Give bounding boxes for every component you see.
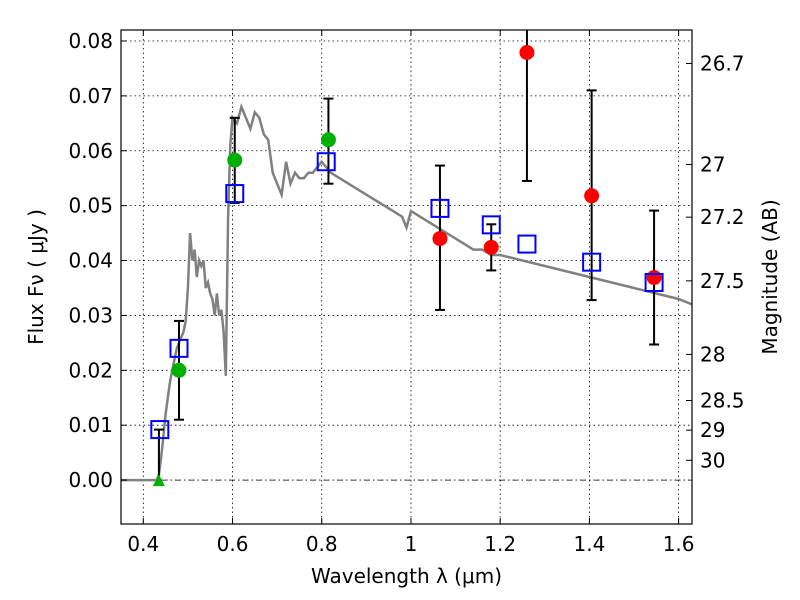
y2-axis-label: Magnitude (AB) [758,199,782,354]
y-tick-label: 0.04 [68,249,113,273]
model-photometry-square [150,420,170,440]
data-point-circle [171,362,187,378]
x-tick-label: 0.8 [306,532,338,556]
data-point-circle [519,45,535,61]
data-markers [150,45,664,487]
mag-tick-label: 29 [700,418,725,442]
mag-tick-label: 27.2 [700,205,745,229]
y-tick-label: 0.08 [68,29,113,53]
x-axis-label: Wavelength λ (μm) [311,564,502,588]
y-tick-label: 0.06 [68,139,113,163]
model-photometry-square [481,215,501,235]
sed-model-curve [121,102,693,482]
mag-tick-label: 26.7 [700,51,745,75]
y-tick-label: 0.05 [68,194,113,218]
model-photometry-square [517,234,537,254]
model-photometry-square [430,198,450,218]
data-point-circle [227,152,243,168]
axis-ticks: 0.4 0.6 0.8 1 1.2 1.4 1.6 0.00 0.01 0.02 0.03 0.04 0… [68,29,744,556]
mag-tick-label: 30 [700,448,725,472]
model-photometry-square [644,272,664,292]
y-tick-label: 0.02 [68,358,113,382]
x-tick-label: 1.6 [663,532,695,556]
plot-frame [120,29,693,525]
y-tick-label: 0.07 [68,84,113,108]
mag-tick-label: 28 [700,342,725,366]
data-point-circle [432,231,448,247]
x-tick-label: 0.6 [217,532,249,556]
data-point-circle [320,132,336,148]
x-tick-label: 1.2 [484,532,516,556]
data-point-circle [584,188,600,204]
grid-lines [121,30,692,524]
model-photometry-square [225,184,245,204]
upper-limit-marker [152,474,165,487]
mag-tick-label: 27.5 [700,269,745,293]
model-photometry-square [169,338,189,358]
data-point-circle [483,239,499,255]
x-tick-label: 1.4 [573,532,605,556]
model-photometry-square [582,252,602,272]
data-point-circle [646,270,662,286]
x-tick-label: 0.4 [127,532,159,556]
model-photometry-square [316,152,336,172]
mag-tick-label: 28.5 [700,389,745,413]
y-axis-label: Flux Fν ( μJy ) [24,209,48,345]
y-tick-label: 0.01 [68,413,113,437]
x-tick-label: 1 [405,532,418,556]
mag-tick-label: 27 [700,152,725,176]
y-tick-label: 0.03 [68,303,113,327]
y-tick-label: 0.00 [68,468,113,492]
